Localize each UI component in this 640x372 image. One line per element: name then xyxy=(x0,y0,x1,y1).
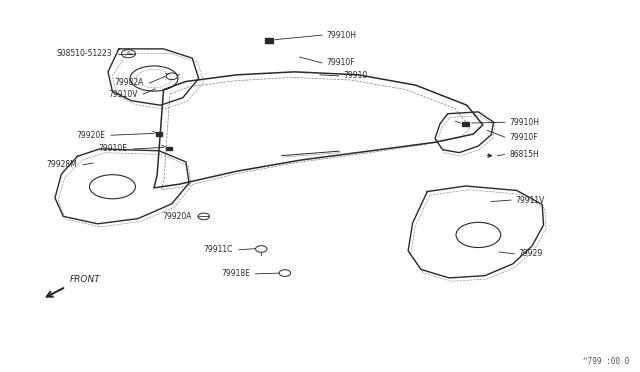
Bar xyxy=(265,38,273,42)
Text: 79982A: 79982A xyxy=(115,78,144,87)
Text: 79910H: 79910H xyxy=(509,118,539,127)
Text: S08510-51223: S08510-51223 xyxy=(57,49,113,58)
Text: 79911V: 79911V xyxy=(515,196,545,205)
Bar xyxy=(156,132,162,136)
Text: FRONT: FRONT xyxy=(70,275,100,284)
Text: 79910F: 79910F xyxy=(509,132,538,142)
Text: 79910H: 79910H xyxy=(326,31,356,40)
Text: 79910F: 79910F xyxy=(326,58,355,67)
Text: 79911C: 79911C xyxy=(204,245,233,254)
Text: 79910E: 79910E xyxy=(99,144,128,153)
Text: 79910: 79910 xyxy=(343,71,367,80)
Text: 79918E: 79918E xyxy=(221,269,250,278)
Text: 79920E: 79920E xyxy=(76,131,106,140)
Text: 79928M: 79928M xyxy=(47,160,77,169)
Text: S: S xyxy=(127,51,131,56)
Text: 79920A: 79920A xyxy=(163,212,192,221)
Text: 79910V: 79910V xyxy=(108,90,138,99)
Text: ^799 :00 0: ^799 :00 0 xyxy=(584,357,630,366)
Bar xyxy=(463,122,468,126)
Bar xyxy=(166,147,172,150)
Text: 86815H: 86815H xyxy=(509,150,539,159)
Text: 79929: 79929 xyxy=(518,249,543,258)
